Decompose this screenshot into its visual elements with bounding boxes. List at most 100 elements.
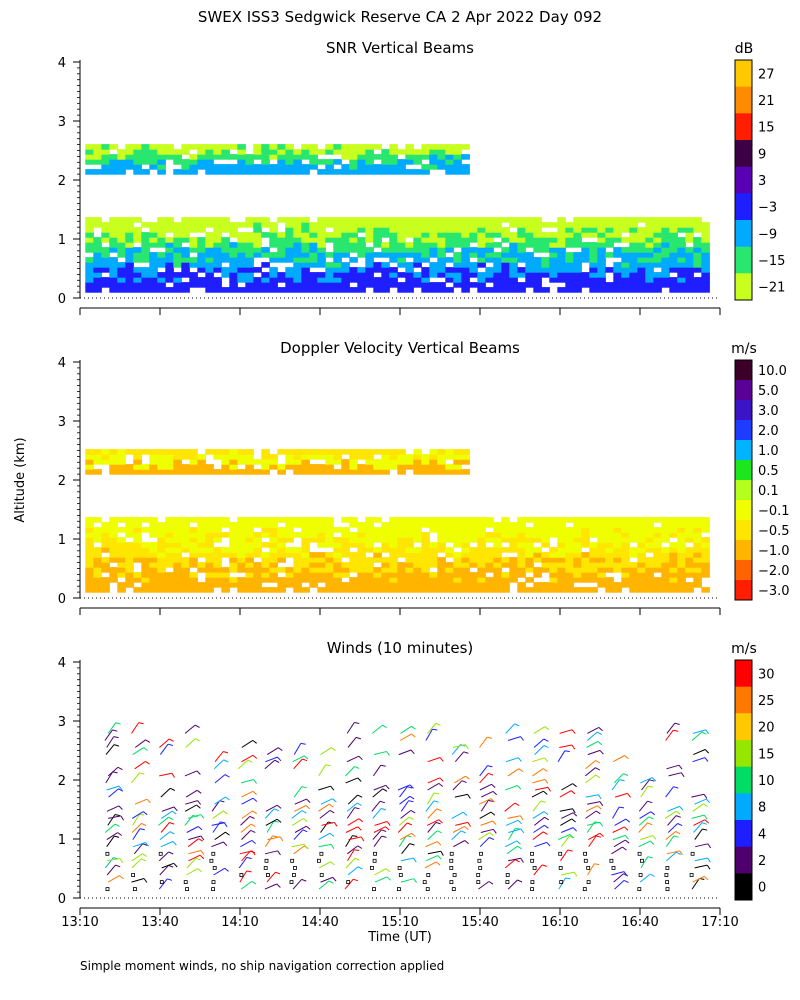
heatmap-cell [413,237,422,243]
wind-barb [401,843,411,855]
heatmap-cell [429,572,438,578]
heatmap-cell [413,262,422,268]
heatmap-cell [429,237,438,243]
calm-marker [211,887,216,891]
heatmap-cell [101,237,110,243]
heatmap-cell [349,464,358,470]
heatmap-cell [613,582,622,588]
wind-barb-flag [195,857,201,861]
heatmap-cell [501,522,510,528]
heatmap-cell [597,527,606,533]
heatmap-cell [173,532,182,538]
wind-barb-flag [543,768,548,772]
heatmap-cell [677,552,686,558]
heatmap-cell [557,577,566,583]
wind-barb-flag [703,803,708,808]
wind-barb [586,731,598,741]
calm-marker [449,851,454,856]
heatmap-cell [109,257,118,263]
heatmap-cell [205,242,214,248]
heatmap-cell [133,272,142,278]
heatmap-cell [661,572,670,578]
heatmap-cell [661,252,670,258]
heatmap-cell [245,262,254,268]
wind-barb-flag [197,800,202,805]
heatmap-cell [365,557,374,563]
heatmap-cell [309,454,318,460]
heatmap-cell [413,527,422,533]
heatmap-cell [189,454,198,460]
heatmap-cell [549,267,558,273]
wind-barb-flag [223,759,229,763]
wind-barb [613,839,626,848]
heatmap-cell [637,227,646,233]
heatmap-cell [229,537,238,543]
colorbar-swatch [735,560,752,581]
wind-barb [638,822,648,833]
heatmap-cell [149,449,158,455]
heatmap-cell [149,562,158,568]
heatmap-cell [301,567,310,573]
heatmap-cell [365,454,374,460]
wind-barb [666,851,677,862]
heatmap-cell [373,587,382,593]
heatmap-cell [477,572,486,578]
wind-barb-flag [678,764,683,770]
wind-barb-flag [170,787,176,791]
heatmap-cell [181,227,190,233]
heatmap-cell [341,542,350,548]
heatmap-cell [293,577,302,583]
heatmap-cell [117,454,126,460]
heatmap-cell [389,449,398,455]
heatmap-cell [221,449,230,455]
heatmap-cell [213,222,222,228]
heatmap-cell [141,242,150,248]
heatmap-cell [245,572,254,578]
heatmap-cell [693,537,702,543]
heatmap-cell [229,552,238,558]
heatmap-cell [597,262,606,268]
heatmap-cell [277,557,286,563]
heatmap-cell [501,252,510,258]
wind-barb [373,826,386,833]
heatmap-cell [101,267,110,273]
heatmap-cell [413,222,422,228]
wind-barb-flag [115,864,121,868]
heatmap-cell [685,582,694,588]
heatmap-cell [557,217,566,223]
heatmap-cell [509,557,518,563]
wind-barb [186,868,199,876]
heatmap-cell [101,257,110,263]
heatmap-cell [101,567,110,573]
heatmap-cell [669,517,678,523]
heatmap-cell [549,527,558,533]
wind-barb [292,879,302,890]
heatmap-cell [245,454,254,460]
heatmap-cell [621,257,630,263]
heatmap-cell [181,532,190,538]
wind-barb-flag [598,794,602,800]
heatmap-cell [341,232,350,238]
heatmap-cell [381,547,390,553]
heatmap-cell [645,572,654,578]
heatmap-cell [125,272,134,278]
heatmap-cell [365,572,374,578]
heatmap-cell [349,469,358,475]
heatmap-cell [573,282,582,288]
heatmap-cell [645,527,654,533]
heatmap-cell [509,267,518,273]
heatmap-cell [173,547,182,553]
wind-barb-flag [332,798,337,803]
heatmap-cell [245,552,254,558]
heatmap-cell [549,252,558,258]
heatmap-cell [685,247,694,253]
wind-barb-flag [198,838,204,842]
heatmap-cell [269,222,278,228]
heatmap-cell [645,562,654,568]
wind-barb-flag [306,798,311,803]
heatmap-cell [157,449,166,455]
heatmap-cell [101,169,110,175]
wind-barb [264,759,276,770]
wind-barb-flag [274,759,280,763]
heatmap-cell [493,222,502,228]
